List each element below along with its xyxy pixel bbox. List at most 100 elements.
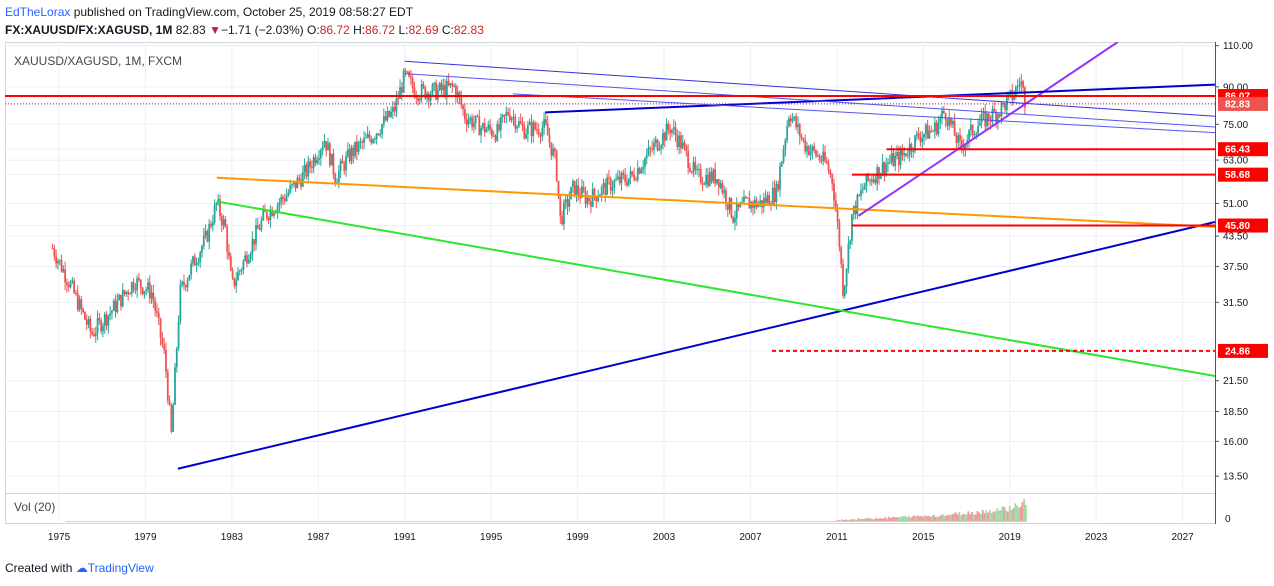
x-tick-label: 1979 <box>134 532 157 543</box>
candle-body <box>327 143 329 151</box>
candle <box>166 368 169 405</box>
candle-body <box>267 218 270 221</box>
candle <box>960 135 963 154</box>
candle-body <box>768 195 771 205</box>
candle-body <box>780 161 783 167</box>
candle-body <box>654 139 657 143</box>
tradingview-brand[interactable]: TradingView <box>87 561 154 575</box>
tradingview-logo-icon[interactable]: ☁ <box>75 561 88 575</box>
candle-body <box>834 200 837 211</box>
candle-body <box>626 181 628 186</box>
candle-body <box>442 84 445 91</box>
candle-body <box>483 123 486 133</box>
candle <box>305 162 308 180</box>
candle-body <box>953 120 956 136</box>
candle-body <box>1018 85 1021 87</box>
candle-body <box>993 108 996 112</box>
candle <box>793 115 796 122</box>
candle-body <box>566 199 569 207</box>
candle <box>346 142 349 159</box>
candle-body <box>588 197 591 202</box>
candle-body <box>492 135 495 137</box>
candle <box>838 218 841 252</box>
candle <box>735 197 738 226</box>
volume-bar <box>907 515 910 522</box>
volume-bar <box>927 515 930 522</box>
candle-body <box>554 148 556 152</box>
volume-bar <box>945 515 948 522</box>
candle-body <box>193 256 196 266</box>
x-tick-label: 1995 <box>480 532 503 543</box>
candle-body <box>608 177 610 179</box>
candle-body <box>141 287 144 294</box>
candle <box>291 183 293 190</box>
candle <box>885 157 888 177</box>
x-tick-label: 1987 <box>307 532 330 543</box>
candle-body <box>294 181 297 189</box>
candle-body <box>240 269 243 271</box>
candle-body <box>181 281 184 285</box>
candle-body <box>247 259 250 264</box>
candle-body <box>476 115 479 117</box>
candle-body <box>438 83 441 90</box>
candle-body <box>98 318 101 321</box>
volume-bar <box>931 515 934 522</box>
candle <box>229 252 232 272</box>
candle-body <box>170 404 173 432</box>
candle-body <box>400 87 403 93</box>
volume-pane[interactable] <box>5 493 1216 524</box>
candle <box>237 267 239 281</box>
candle <box>696 164 699 175</box>
candle-body <box>561 216 564 225</box>
volume-bar <box>902 516 905 522</box>
candle <box>847 235 850 274</box>
candle <box>386 106 389 123</box>
candle <box>343 160 346 175</box>
candle-body <box>462 105 464 110</box>
volume-bar <box>1008 505 1011 522</box>
candle-body <box>662 132 664 146</box>
y-tick-label: 51.00 <box>1223 199 1248 210</box>
candle-body <box>460 97 463 106</box>
candle-body <box>543 119 545 128</box>
candle <box>728 196 731 215</box>
candle <box>705 167 708 188</box>
candle <box>184 284 187 292</box>
candle <box>539 132 542 144</box>
candle <box>739 201 742 208</box>
candle-body <box>409 76 412 79</box>
candle <box>858 194 861 197</box>
candle-body <box>894 155 897 167</box>
candle <box>332 149 335 180</box>
candle-body <box>611 187 614 191</box>
author-link[interactable]: EdTheLorax <box>5 5 71 19</box>
candle <box>604 179 607 203</box>
candle <box>341 155 344 164</box>
candle-body <box>964 144 967 150</box>
candle-body <box>242 260 245 270</box>
candle <box>816 150 819 158</box>
candle-body <box>168 400 171 405</box>
close-value: 82.83 <box>453 23 484 37</box>
candle-body <box>674 127 677 136</box>
volume-bar <box>888 516 890 522</box>
candle-body <box>355 141 358 152</box>
candle-body <box>788 118 790 127</box>
candle <box>186 277 189 292</box>
symbol-name: FX:XAUUSD/FX:XAGUSD, 1M <box>5 23 173 37</box>
price-pane[interactable] <box>5 42 1216 494</box>
candle-body <box>467 120 470 125</box>
candle-body <box>391 106 394 112</box>
candle-body <box>779 166 781 190</box>
candle-body <box>786 126 789 140</box>
candle-body <box>723 190 726 193</box>
volume-bar <box>877 518 880 522</box>
candle <box>606 173 609 196</box>
volume-bar <box>1021 502 1024 522</box>
candle-body <box>480 127 482 136</box>
candle-body <box>887 162 889 165</box>
candle <box>851 214 853 246</box>
candle <box>544 112 547 126</box>
price-axis[interactable] <box>1215 42 1274 524</box>
volume-bar <box>998 510 1000 522</box>
